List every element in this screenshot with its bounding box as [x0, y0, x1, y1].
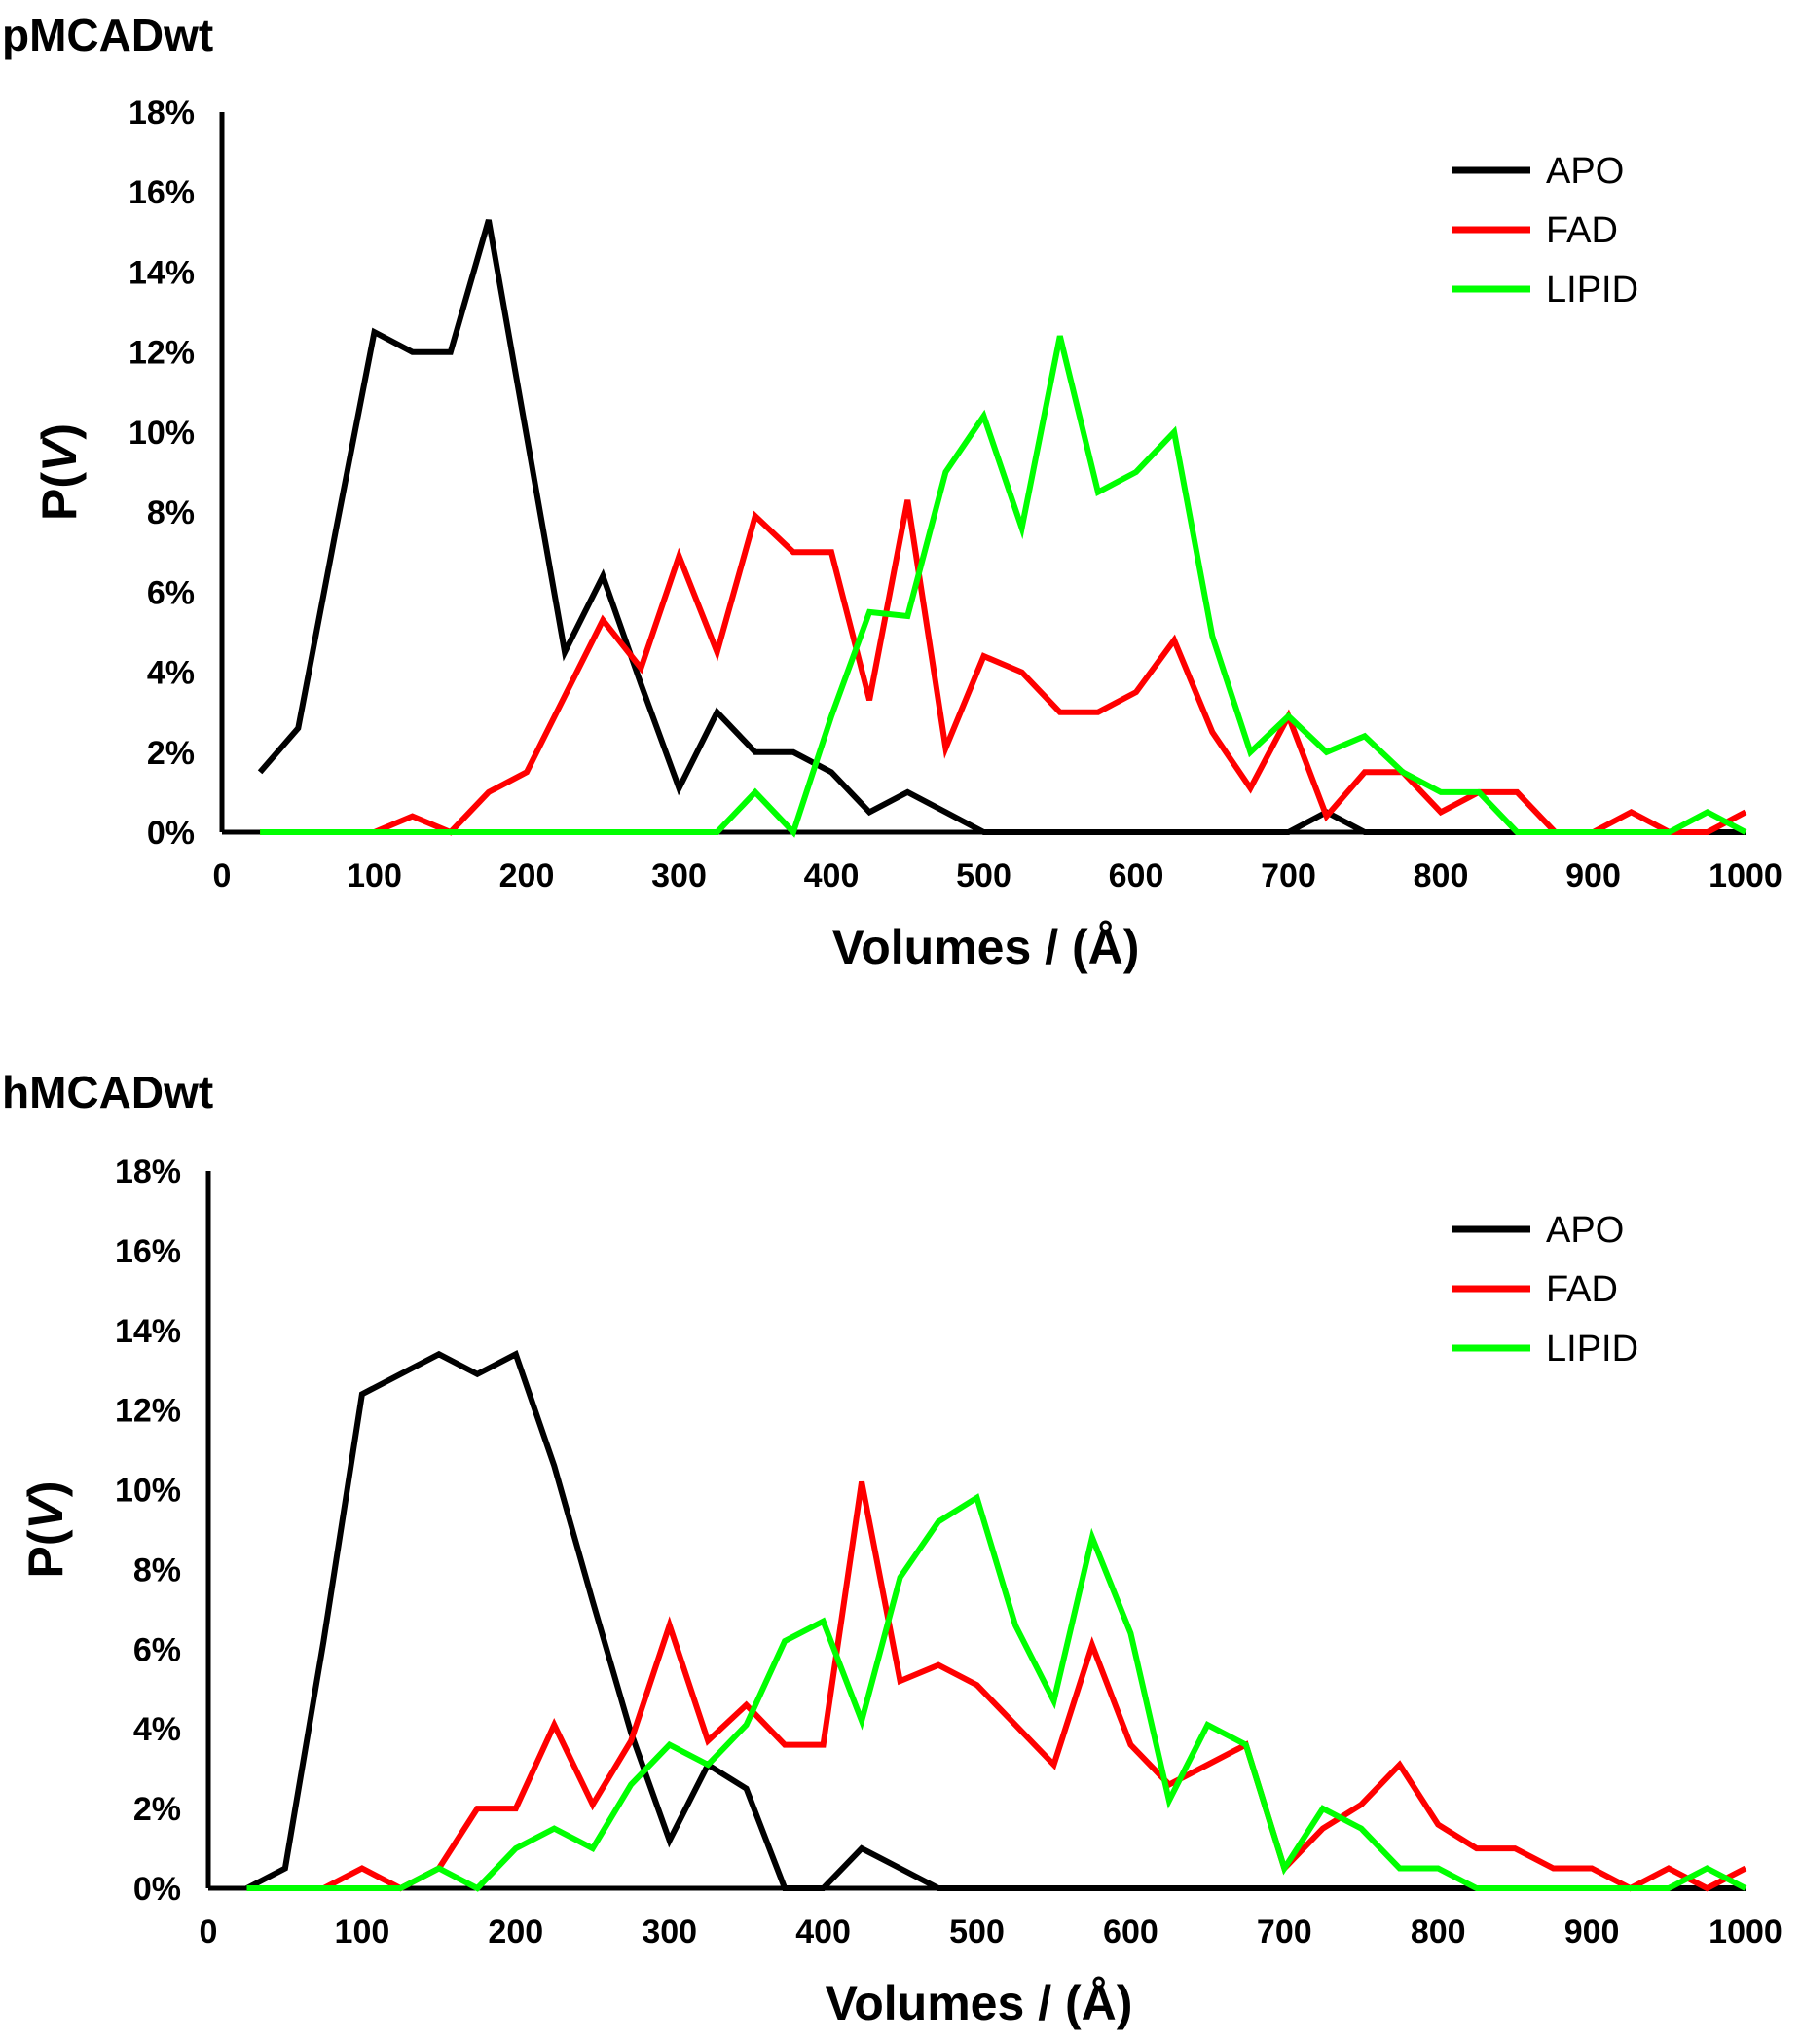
legend-label-apo: APO [1546, 1210, 1624, 1251]
y-tick-label: 10% [129, 415, 195, 452]
y-tick-label: 18% [115, 1153, 181, 1190]
legend-label-fad: FAD [1546, 210, 1618, 251]
y-tick-label: 16% [129, 174, 195, 211]
series-line-fad [260, 499, 1747, 836]
x-tick-label: 600 [1103, 1914, 1158, 1951]
x-tick-label: 500 [949, 1914, 1005, 1951]
y-tick-label: 8% [133, 1551, 181, 1588]
y-tick-label: 10% [115, 1473, 181, 1510]
x-axis-title: Volumes / (Å) [832, 920, 1140, 974]
x-tick-label: 500 [956, 858, 1011, 894]
x-tick-label: 200 [499, 858, 555, 894]
series-line-lipid [246, 1493, 1747, 1892]
x-tick-label: 900 [1565, 858, 1621, 894]
chart-panel-2: hMCADwt 0% 2% 4% 6% 8% 10% 12% 14% 16% 18% 0 100 200 3… [2, 1067, 1783, 2030]
x-tick-label: 900 [1564, 1914, 1620, 1951]
y-tick-label: 2% [147, 735, 195, 772]
y-tick-label: 14% [129, 254, 195, 291]
x-tick-label: 1000 [1709, 1914, 1783, 1951]
legend-label-lipid: LIPID [1546, 1329, 1638, 1369]
x-tick-label: 1000 [1709, 858, 1783, 894]
y-axis-title-var: V [32, 436, 87, 472]
x-tick-label: 700 [1257, 1914, 1312, 1951]
legend-label-fad: FAD [1546, 1269, 1618, 1310]
chart-title: pMCADwt [2, 10, 213, 60]
series-line-apo [257, 219, 1746, 835]
series-line-apo [245, 1350, 1746, 1891]
y-tick-label: 4% [147, 655, 195, 692]
series-line-lipid [260, 335, 1747, 838]
y-tick-label: 12% [129, 335, 195, 372]
series-line-fad [246, 1480, 1747, 1892]
x-tick-label: 700 [1261, 858, 1316, 894]
y-axis-title-suffix: ) [18, 1480, 73, 1497]
x-tick-label: 200 [488, 1914, 543, 1951]
y-axis-title-prefix: P( [18, 1529, 73, 1578]
legend-label-lipid: LIPID [1546, 270, 1638, 310]
y-axis-title-suffix: ) [32, 423, 87, 440]
y-tick-label: 0% [133, 1871, 181, 1908]
y-tick-label: 12% [115, 1393, 181, 1430]
y-axis-title: P(V) [18, 1480, 73, 1578]
y-axis-title: P(V) [32, 423, 87, 521]
y-tick-label: 6% [133, 1631, 181, 1668]
x-tick-label: 400 [795, 1914, 851, 1951]
x-tick-label: 100 [335, 1914, 390, 1951]
x-tick-label: 400 [804, 858, 860, 894]
x-tick-label: 600 [1109, 858, 1164, 894]
x-tick-label: 300 [642, 1914, 697, 1951]
x-tick-label: 300 [651, 858, 707, 894]
x-tick-label: 100 [347, 858, 402, 894]
y-tick-label: 4% [133, 1711, 181, 1748]
legend-label-apo: APO [1546, 151, 1624, 192]
y-axis-title-prefix: P( [32, 472, 87, 521]
x-tick-label: 0 [213, 858, 232, 894]
y-axis-title-var: V [18, 1494, 73, 1530]
chart-title: hMCADwt [2, 1067, 213, 1117]
x-tick-label: 800 [1411, 1914, 1466, 1951]
y-tick-label: 0% [147, 815, 195, 852]
y-tick-label: 6% [147, 574, 195, 611]
x-tick-label: 0 [200, 1914, 218, 1951]
y-tick-label: 2% [133, 1791, 181, 1828]
chart-panel-1: pMCADwt 0% 2% 4% 6% 8% 10% 12% 14% 16% 18% 0 100 200 3… [2, 10, 1783, 974]
x-axis-title: Volumes / (Å) [826, 1976, 1133, 2030]
y-tick-label: 16% [115, 1233, 181, 1270]
x-tick-label: 800 [1414, 858, 1469, 894]
y-tick-label: 14% [115, 1313, 181, 1350]
y-tick-label: 8% [147, 494, 195, 531]
y-tick-label: 18% [129, 94, 195, 131]
